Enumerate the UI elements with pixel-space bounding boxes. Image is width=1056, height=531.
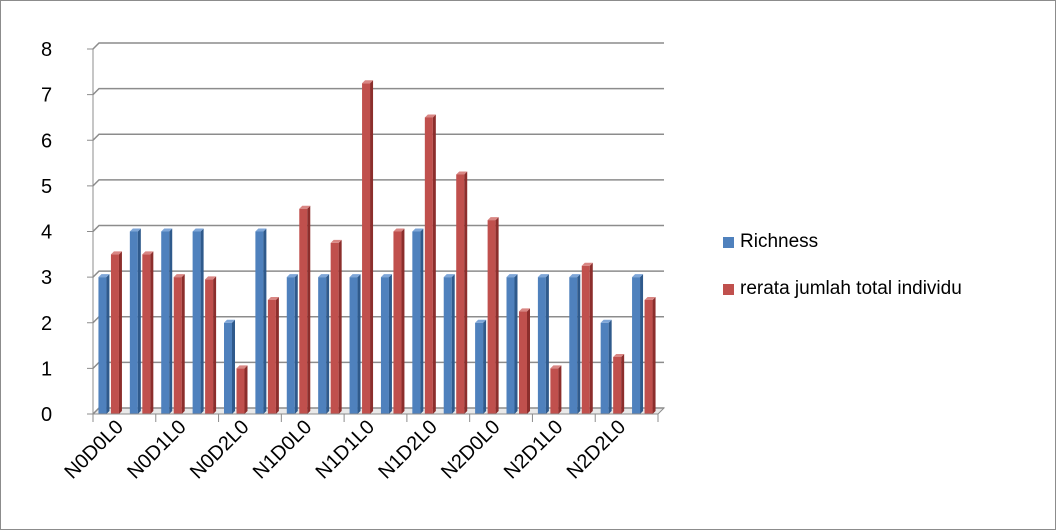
bar-rerata: [173, 274, 185, 414]
bar-richness: [569, 274, 581, 414]
bar-richness: [412, 228, 424, 414]
x-tick-label: N2D1L0: [500, 416, 567, 483]
bar-richness: [318, 274, 330, 414]
bar-richness: [255, 228, 267, 414]
bar-richness: [443, 274, 455, 414]
bar-rerata: [393, 228, 405, 414]
bar-richness: [286, 274, 298, 414]
x-tick-label: N0D2L0: [186, 416, 253, 483]
y-tick-label: 7: [41, 85, 52, 107]
bar-richness: [600, 319, 612, 414]
y-tick-label: 0: [41, 404, 52, 426]
bar-rerata: [519, 308, 530, 414]
bar-richness: [475, 319, 487, 414]
legend-swatch-richness: [723, 236, 734, 248]
y-tick-label: 1: [41, 358, 52, 380]
x-tick-label: N1D2L0: [374, 416, 441, 483]
gridline: [92, 270, 664, 278]
bar-rerata: [267, 296, 279, 414]
bar-rerata: [644, 296, 656, 414]
gridline: [92, 224, 664, 233]
legend: Richness rerata jumlah total individu: [723, 229, 962, 323]
y-tick-label: 8: [41, 39, 52, 61]
bar-richness: [129, 228, 141, 414]
bar-rerata: [299, 205, 311, 414]
bar-rerata: [362, 80, 374, 414]
bar-rerata: [110, 251, 122, 414]
x-tick-label: N1D1L0: [312, 416, 379, 483]
bar-rerata: [205, 276, 217, 414]
legend-swatch-rerata: [723, 283, 734, 295]
bar-rerata: [613, 353, 625, 414]
bar-richness: [537, 274, 549, 414]
y-tick-label: 4: [41, 222, 52, 244]
legend-label-rerata: rerata jumlah total individu: [740, 278, 962, 299]
x-tick-label: N0D1L0: [123, 416, 190, 483]
bar-rerata: [581, 262, 593, 414]
x-tick-label: N2D2L0: [563, 416, 630, 483]
bar-rerata: [487, 217, 499, 414]
legend-item-richness: Richness: [723, 229, 962, 255]
y-tick-label: 5: [41, 176, 52, 198]
gridline: [92, 179, 664, 187]
x-tick-label: N2D0L0: [437, 416, 504, 483]
bar-rerata: [330, 239, 342, 414]
gridline: [92, 42, 664, 50]
bar-richness: [632, 274, 644, 414]
bar-richness: [506, 274, 518, 414]
y-tick-label: 2: [41, 313, 52, 335]
bar-rerata: [456, 171, 468, 414]
bar-richness: [380, 274, 392, 414]
bar-richness: [98, 274, 110, 414]
gridline: [92, 87, 664, 96]
y-tick-label: 6: [41, 130, 52, 152]
legend-item-rerata: rerata jumlah total individu: [723, 276, 962, 302]
bar-richness: [224, 319, 235, 414]
x-tick-label: N0D0L0: [60, 416, 127, 483]
bar-richness: [192, 228, 204, 414]
bar-rerata: [142, 251, 154, 414]
bar-richness: [349, 274, 361, 414]
bar-rerata: [550, 365, 562, 414]
y-tick-label: 3: [41, 267, 52, 289]
gridline: [92, 133, 664, 141]
bar-richness: [161, 228, 173, 414]
legend-label-richness: Richness: [740, 231, 819, 252]
bar-rerata: [424, 114, 436, 414]
bar-rerata: [236, 365, 248, 414]
x-tick-label: N1D0L0: [249, 416, 316, 483]
